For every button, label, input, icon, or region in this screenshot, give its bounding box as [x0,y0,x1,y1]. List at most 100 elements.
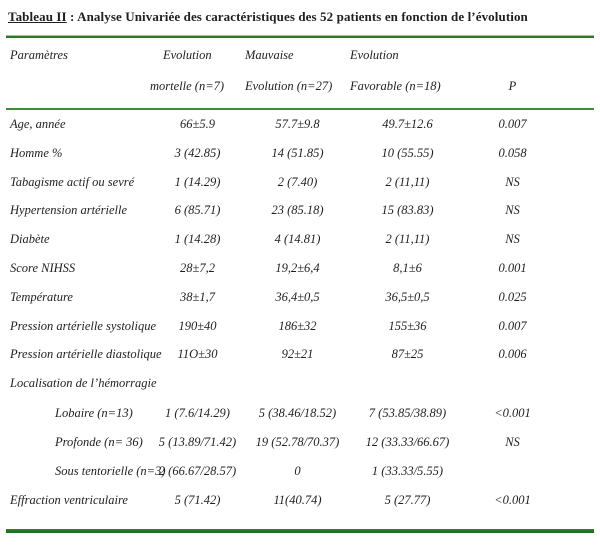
column-header-bad-line2: Evolution (n=27) [245,79,333,93]
table-row: Pression artérielle diastolique 11O±30 92±… [0,343,600,372]
table-header: Paramètres Evolution Mauvaise Evolution … [0,38,600,108]
p-value-cell: 0.025 [498,289,527,304]
value-cell: 14 (51.85) [271,145,324,160]
table-row: Diabète 1 (14.28) 4 (14.81) 2 (11,11) NS [0,228,600,257]
p-value-cell: NS [505,174,520,189]
p-value-cell: NS [505,203,520,218]
value-cell: 66±5.9 [180,117,215,131]
p-value-cell: 0.001 [498,260,527,275]
value-cell: 2 (66.67/28.57) [158,463,237,478]
p-value-cell: 0.007 [498,117,527,131]
value-cell: 28±7,2 [180,260,215,275]
p-value-cell: <0.001 [494,492,531,507]
value-cell: 57.7±9.8 [275,117,320,131]
header-line-2: mortelle (n=7) Evolution (n=27) Favorabl… [0,77,600,95]
p-value-cell: 0.058 [498,145,527,160]
header-rule [6,108,594,110]
row-label: Température [10,289,73,304]
p-value-cell [465,460,560,489]
value-cell: 1 (33.33/5.55) [371,463,444,478]
value-cell: 92±21 [281,347,314,362]
row-label: Homme % [10,145,63,160]
value-cell: 15 (83.83) [381,203,434,218]
row-label: Profonde (n= 36) [55,434,143,449]
row-label: Lobaire (n=13) [55,406,133,421]
value-cell: 190±40 [178,318,217,333]
column-header-favorable-line2: Favorable (n=18) [350,79,441,93]
value-cell: 3 (42.85) [174,145,221,160]
value-cell: 2 (11,11) [385,174,430,189]
top-rule [6,35,594,38]
value-cell: 49.7±12.6 [382,117,433,131]
value-cell: 1 (14.28) [174,232,221,247]
value-cell: 11(40.74) [273,492,322,507]
table-title: Tableau II : Analyse Univariée des carac… [0,0,600,35]
p-value-cell: 0.007 [498,318,527,333]
value-cell [150,372,245,402]
section-row: Localisation de l’hémorragie [0,372,600,402]
value-cell: 1 (7.6/14.29) [165,406,230,421]
table-row: Température 38±1,7 36,4±0,5 36,5±0,5 0.025 [0,286,600,315]
value-cell: 7 (53.85/38.89) [368,406,447,421]
value-cell: 5 (13.89/71.42) [158,434,237,449]
value-cell: 36,5±0,5 [385,289,430,304]
value-cell: 6 (85.71) [174,203,221,218]
column-header-parameters-spacer [10,77,150,95]
table-row: Sous tentorielle (n=3) 2 (66.67/28.57) 0 1 … [0,460,600,489]
row-label: Tabagisme actif ou sevré [10,174,135,189]
row-label: Diabète [10,232,50,247]
table-body: Age, année 66±5.9 57.7±9.8 49.7±12.6 0.007 Ho… [0,110,600,517]
p-value-cell [465,372,560,402]
value-cell: 87±25 [391,347,424,362]
value-cell: 1 (14.29) [174,174,221,189]
value-cell: 155±36 [388,318,427,333]
value-cell: 12 (33.33/66.67) [365,434,450,449]
p-value-cell: 0.006 [498,347,527,362]
p-value-cell: NS [505,232,520,247]
table-title-text: : Analyse Univariée des caractéristiques… [66,9,528,24]
value-cell [350,372,465,402]
row-label: Pression artérielle diastolique [10,347,162,362]
table-row: Hypertension artérielle 6 (85.71) 23 (85.1… [0,199,600,228]
value-cell: 4 (14.81) [274,232,321,247]
row-label: Pression artérielle systolique [10,318,157,333]
value-cell: 2 (11,11) [385,232,430,247]
value-cell: 10 (55.55) [381,145,434,160]
column-header-mortal-line2: mortelle (n=7) [150,79,225,93]
column-header-p-line1 [465,46,560,64]
row-label: Localisation de l’hémorragie [10,376,157,391]
row-label: Hypertension artérielle [10,203,127,218]
table-row: Lobaire (n=13) 1 (7.6/14.29) 5 (38.46/18.5… [0,402,600,431]
table-row: Profonde (n= 36) 5 (13.89/71.42) 19 (52.78… [0,431,600,460]
table-row: Tabagisme actif ou sevré 1 (14.29) 2 (7.40… [0,171,600,200]
value-cell: 5 (27.77) [384,492,431,507]
header-line-1: Paramètres Evolution Mauvaise Evolution [0,46,600,64]
table-row: Score NIHSS 28±7,2 19,2±6,4 8,1±6 0.001 [0,257,600,286]
p-value-cell: NS [505,434,520,449]
table-row: Homme % 3 (42.85) 14 (51.85) 10 (55.55) 0.05… [0,142,600,171]
value-cell: 36,4±0,5 [275,289,320,304]
column-header-parameters: Paramètres [10,48,68,62]
row-label: Effraction ventriculaire [10,492,128,507]
value-cell: 8,1±6 [393,260,422,275]
table-row: Age, année 66±5.9 57.7±9.8 49.7±12.6 0.007 [0,113,600,142]
table-title-label: Tableau II [8,9,67,24]
bottom-rule [6,529,594,534]
value-cell: 11O±30 [177,347,218,362]
row-label: Age, année [10,117,66,131]
value-cell: 0 [294,463,301,478]
value-cell: 19,2±6,4 [275,260,320,275]
value-cell: 19 (52.78/70.37) [255,434,340,449]
value-cell: 5 (38.46/18.52) [258,406,337,421]
value-cell [245,372,350,402]
row-label: Score NIHSS [10,260,76,275]
value-cell: 2 (7.40) [277,174,318,189]
column-header-p-line2: P [508,79,517,93]
value-cell: 5 (71.42) [174,492,221,507]
value-cell: 38±1,7 [180,289,215,304]
row-label: Sous tentorielle (n=3) [55,463,166,478]
column-header-bad-line1: Mauvaise [245,48,294,62]
column-header-favorable-line1: Evolution [350,48,399,62]
value-cell: 186±32 [278,318,317,333]
